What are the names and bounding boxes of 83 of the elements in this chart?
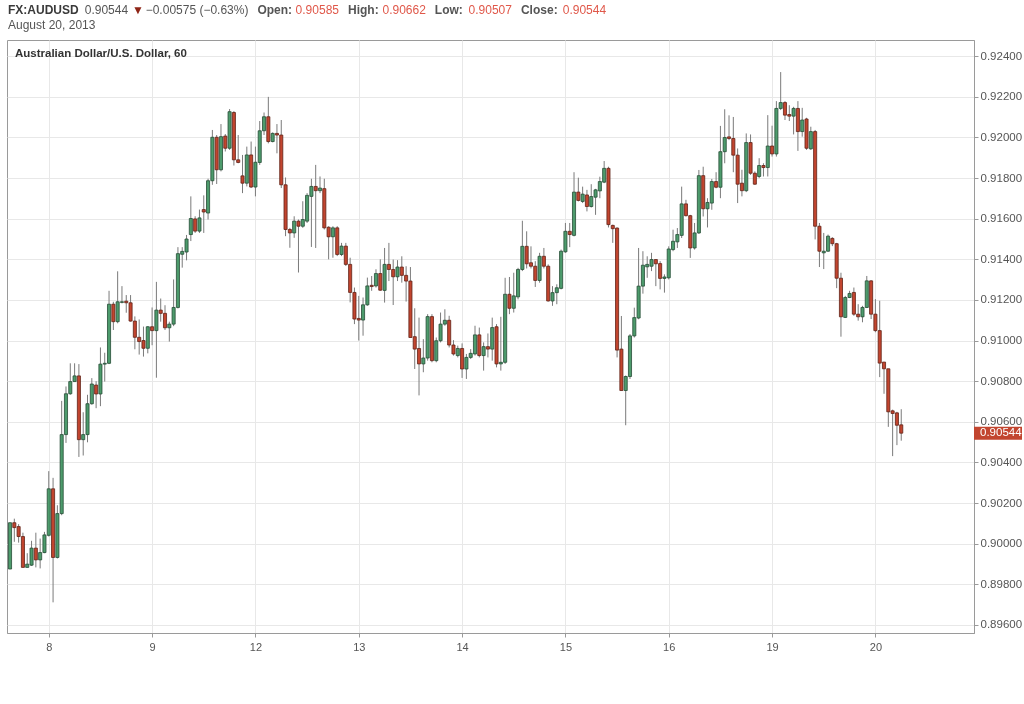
x-tick-label: 13 — [353, 640, 366, 653]
y-tick-label: 0.89800 — [980, 577, 1023, 590]
candlestick — [137, 318, 142, 356]
text: 0.90507 — [468, 3, 513, 17]
candlestick — [770, 125, 775, 158]
y-tick-label: 0.92400 — [980, 49, 1023, 62]
candlestick — [330, 225, 335, 259]
candlestick — [296, 219, 301, 274]
candlestick — [111, 301, 116, 331]
candlestick — [417, 317, 421, 396]
text: 0.90544 — [562, 3, 607, 17]
candlestick — [524, 230, 529, 269]
text: 0.90662 — [382, 3, 427, 17]
candlestick — [313, 164, 318, 249]
y-tick-label: 0.92000 — [980, 130, 1023, 143]
candlestick — [550, 285, 555, 307]
y-tick-label: 0.90600 — [980, 415, 1023, 428]
x-tick-label: 19 — [766, 640, 779, 653]
text: Australian Dollar/U.S. Dollar, 60 — [15, 47, 187, 59]
candlestick — [808, 126, 813, 151]
candlestick — [386, 242, 391, 282]
y-tick-label: 0.91200 — [980, 293, 1023, 306]
x-tick-label: 16 — [663, 640, 676, 653]
candlestick — [154, 281, 159, 379]
text: −0.00575 (−0.63%) — [145, 3, 249, 17]
candlestick — [94, 380, 99, 409]
y-tick-label: 0.90800 — [980, 374, 1023, 387]
candlestick — [485, 332, 490, 358]
candlestick — [899, 408, 904, 442]
text: 0.90544 — [84, 3, 129, 17]
candlestick — [460, 342, 465, 379]
candlestick — [589, 183, 594, 209]
y-tick-label: 0.91800 — [980, 171, 1023, 184]
y-tick-label: 0.90000 — [980, 537, 1023, 550]
y-tick-label: 0.90200 — [980, 496, 1023, 509]
candlestick — [356, 295, 361, 342]
candlestick — [378, 258, 383, 292]
candlestick — [800, 107, 805, 138]
chart-subtitle: August 20, 2013 — [8, 18, 96, 32]
x-tick-label: 9 — [149, 640, 156, 653]
text: FX:AUDUSD — [8, 3, 79, 17]
x-tick-label: 12 — [249, 640, 263, 653]
y-tick-label: 0.90400 — [980, 455, 1023, 468]
candlestick — [894, 411, 899, 446]
candlestick — [464, 353, 469, 380]
candlestick — [150, 306, 155, 346]
candlestick — [567, 222, 572, 248]
text: ▼ — [132, 3, 144, 17]
x-tick-label: 20 — [869, 640, 883, 653]
candlestick — [791, 106, 796, 135]
x-tick-label: 15 — [559, 640, 573, 653]
candlestick — [240, 154, 245, 194]
candlestick — [795, 100, 800, 152]
candlestick — [507, 276, 512, 315]
y-tick-label: 0.92200 — [980, 90, 1023, 103]
candlestick — [163, 304, 167, 331]
y-tick-label: 0.91000 — [980, 334, 1023, 347]
y-tick-label: 0.91400 — [980, 252, 1023, 265]
candlestick — [658, 260, 663, 290]
candlestick — [490, 317, 495, 362]
text: High: — [347, 3, 379, 17]
candlestick — [374, 268, 378, 289]
text: Open: — [257, 3, 293, 17]
candlestick — [653, 259, 658, 287]
candlestick — [511, 272, 516, 314]
candlestick — [33, 532, 38, 568]
x-tick-label: 14 — [456, 640, 469, 653]
y-tick-label: 0.91600 — [980, 212, 1023, 225]
text: Low: — [434, 3, 463, 17]
text: 0.90585 — [295, 3, 340, 17]
candlestick — [714, 171, 719, 189]
candlestick — [38, 538, 43, 569]
x-tick-label: 8 — [46, 640, 53, 653]
candlestick — [201, 194, 206, 234]
text: 0.90544 — [980, 426, 1023, 439]
candlestick — [709, 178, 714, 211]
y-tick-label: 0.89600 — [980, 618, 1023, 631]
candlestick — [318, 175, 322, 194]
candlestick — [584, 189, 589, 212]
candlestick — [765, 114, 770, 177]
candlestick — [12, 518, 17, 543]
candlestick — [783, 100, 787, 121]
text: Close: — [520, 3, 558, 17]
